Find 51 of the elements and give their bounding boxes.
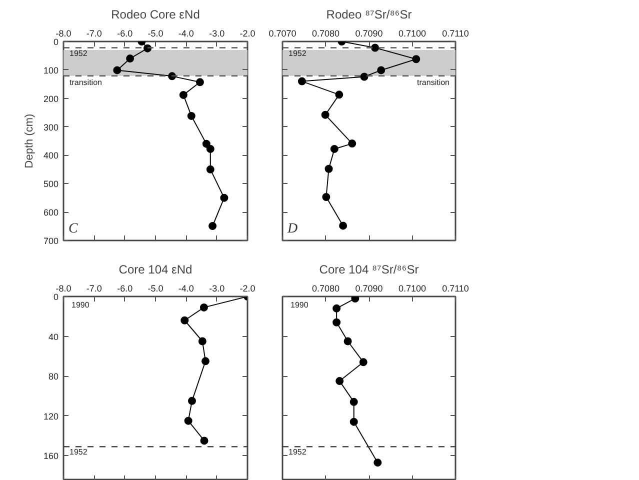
chart-title: Rodeo ⁸⁷Sr/⁸⁶Sr — [326, 8, 412, 22]
x-tick-label: 0.7110 — [442, 284, 469, 294]
x-tick-label: -7.0 — [86, 284, 102, 294]
y-tick-label: 80 — [48, 372, 59, 382]
annotation: 1990 — [72, 300, 90, 310]
x-tick-label: -6.0 — [117, 284, 133, 294]
x-tick-label: 0.7110 — [442, 28, 469, 38]
annotation: 1952 — [288, 48, 307, 58]
annotation: 1952 — [70, 448, 88, 457]
annotation: C — [68, 222, 78, 236]
x-tick-label: -8.0 — [56, 28, 72, 38]
y-tick-label: 400 — [43, 150, 59, 161]
x-tick-label: 0.7100 — [398, 284, 426, 294]
x-tick-label: 0.7080 — [312, 284, 340, 294]
x-tick-label: 0.7090 — [355, 28, 383, 38]
annotation: D — [286, 222, 298, 236]
x-tick-label: -6.0 — [117, 28, 133, 38]
y-tick-label: 200 — [43, 94, 59, 104]
annotation: transition — [417, 78, 450, 87]
y-tick-label: 40 — [48, 332, 59, 342]
x-tick-label: -5.0 — [148, 284, 164, 294]
y-tick-label: 300 — [43, 122, 59, 132]
x-tick-label: -4.0 — [178, 284, 194, 294]
x-tick-label: -2.0 — [240, 284, 256, 294]
x-tick-label: -5.0 — [148, 28, 164, 38]
x-tick-label: -4.0 — [178, 28, 194, 38]
x-tick-label: -3.0 — [209, 284, 225, 294]
annotation: 1952 — [70, 48, 88, 58]
x-tick-label: 0.7100 — [398, 28, 426, 38]
x-tick-label: -8.0 — [56, 284, 72, 294]
x-tick-label: 0.7080 — [312, 28, 340, 38]
x-tick-label: 0.7090 — [355, 284, 383, 294]
x-tick-label: -2.0 — [240, 28, 256, 38]
chart-title: Core 104 ⁸⁷Sr/⁸⁶Sr — [319, 262, 419, 276]
y-tick-label: 600 — [43, 208, 59, 218]
annotation: 1990 — [290, 300, 309, 310]
annotation: transition — [70, 78, 102, 87]
x-tick-label: -7.0 — [86, 28, 102, 38]
y-tick-label: 160 — [43, 451, 59, 462]
y-tick-label: 500 — [43, 179, 59, 190]
annotation: 1952 — [288, 448, 307, 457]
chart-title: Rodeo Core εNd — [111, 8, 200, 22]
y-axis-title: Depth (cm) — [23, 114, 36, 168]
y-tick-label: 0 — [53, 37, 59, 47]
chart-title: Core 104 εNd — [118, 262, 192, 276]
y-tick-label: 100 — [43, 65, 59, 76]
y-tick-label: 700 — [43, 236, 59, 246]
y-tick-label: 120 — [43, 411, 59, 422]
x-tick-label: 0.7070 — [268, 28, 296, 38]
y-tick-label: 0 — [53, 292, 59, 302]
x-tick-label: -3.0 — [209, 28, 225, 38]
